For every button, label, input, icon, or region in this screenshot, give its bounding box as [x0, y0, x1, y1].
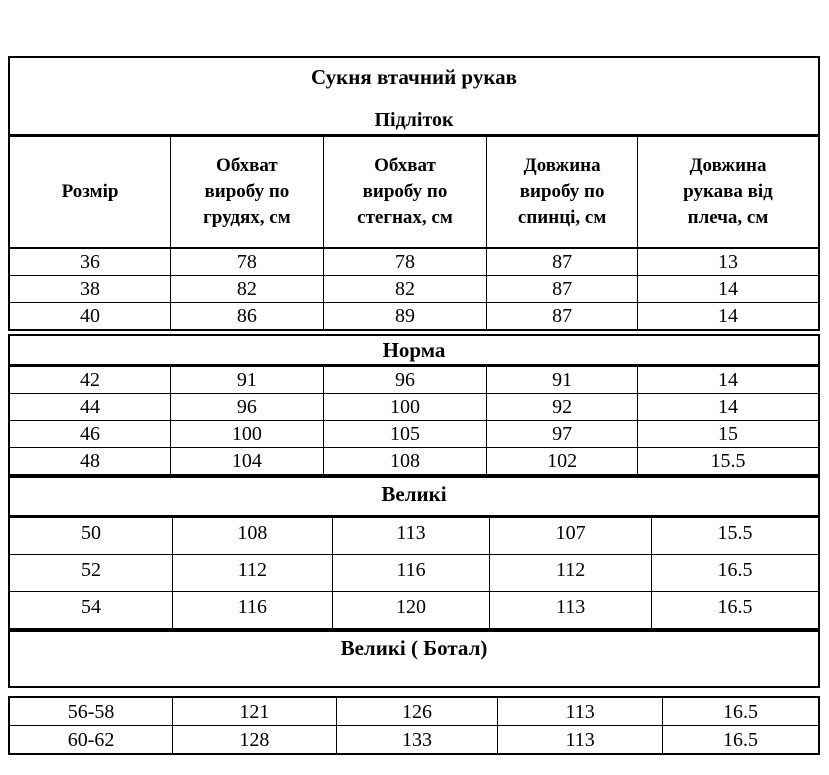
table-cell: 16.5: [661, 725, 820, 755]
table-cell: 54: [8, 591, 174, 630]
size-chart-page: Сукня втачний рукав Підліток Розмір Обхв…: [8, 56, 820, 755]
table-cell: 86: [170, 302, 324, 331]
size-table-teen: Сукня втачний рукав Підліток Розмір Обхв…: [8, 56, 820, 331]
table-cell: 104: [170, 447, 324, 476]
table-cell: 126: [335, 696, 499, 726]
section-header-row: Норма: [8, 334, 820, 367]
table-cell: 56-58: [8, 696, 174, 726]
table-cell: 14: [636, 393, 820, 421]
table-cell: 112: [489, 554, 652, 592]
section-header-row: Великі: [8, 476, 820, 518]
table-cell: 48: [8, 447, 172, 476]
table-cell: 92: [486, 393, 638, 421]
table-cell: 40: [8, 302, 172, 331]
table-row: 42 91 96 91 14: [8, 365, 820, 394]
table-cell: 120: [331, 591, 491, 630]
table-row: 52 112 116 112 16.5: [8, 554, 820, 592]
section-label-norma: Норма: [8, 334, 820, 367]
title-cell: Сукня втачний рукав Підліток: [8, 56, 820, 137]
title-wrap: Сукня втачний рукав Підліток: [10, 58, 818, 133]
column-header-back-length: Довжина виробу по спинці, см: [486, 135, 638, 249]
table-cell: 16.5: [661, 696, 820, 726]
column-header-sleeve-length: Довжина рукава від плеча, см: [636, 135, 820, 249]
table-cell: 14: [636, 302, 820, 331]
table-cell: 44: [8, 393, 172, 421]
table-row: 50 108 113 107 15.5: [8, 516, 820, 555]
table-cell: 15.5: [636, 447, 820, 476]
size-table-botal-rows: 56-58 121 126 113 16.5 60-62 128 133 113…: [8, 696, 820, 755]
table-cell: 16.5: [650, 554, 820, 592]
table-row: 46 100 105 97 15: [8, 420, 820, 448]
column-header-hips: Обхват виробу по стегнах, см: [322, 135, 488, 249]
table-cell: 121: [172, 696, 337, 726]
table-cell: 128: [172, 725, 337, 755]
table-row: 56-58 121 126 113 16.5: [8, 696, 820, 726]
table-cell: 52: [8, 554, 174, 592]
column-header-chest: Обхват виробу по грудях, см: [170, 135, 324, 249]
table-cell: 42: [8, 365, 172, 394]
table-cell: 91: [170, 365, 324, 394]
table-cell: 50: [8, 516, 174, 555]
table-cell: 108: [172, 516, 333, 555]
section-label-teen: Підліток: [374, 109, 454, 131]
size-table-velyki: Великі 50 108 113 107 15.5 52 112 116 11…: [8, 476, 820, 630]
table-cell: 112: [172, 554, 333, 592]
table-cell: 91: [486, 365, 638, 394]
table-cell: 87: [486, 247, 638, 276]
table-row: 54 116 120 113 16.5: [8, 591, 820, 630]
table-row: 38 82 82 87 14: [8, 275, 820, 303]
table-cell: 105: [322, 420, 488, 448]
table-cell: 82: [170, 275, 324, 303]
title-row: Сукня втачний рукав Підліток: [8, 56, 820, 137]
table-cell: 87: [486, 302, 638, 331]
table-cell: 100: [170, 420, 324, 448]
table-cell: 100: [322, 393, 488, 421]
size-table-norma: Норма 42 91 96 91 14 44 96 100 92 14 46 …: [8, 334, 820, 476]
table-cell: 116: [172, 591, 333, 630]
table-row: 44 96 100 92 14: [8, 393, 820, 421]
table-cell: 113: [331, 516, 491, 555]
table-cell: 36: [8, 247, 172, 276]
table-cell: 108: [322, 447, 488, 476]
table-cell: 113: [489, 591, 652, 630]
table-cell: 89: [322, 302, 488, 331]
table-cell: 96: [170, 393, 324, 421]
table-cell: 113: [497, 696, 663, 726]
header-row: Розмір Обхват виробу по грудях, см Обхва…: [8, 135, 820, 249]
section-label-velyki: Великі: [8, 476, 820, 518]
table-cell: 133: [335, 725, 499, 755]
table-row: 36 78 78 87 13: [8, 247, 820, 276]
table-cell: 113: [497, 725, 663, 755]
table-cell: 87: [486, 275, 638, 303]
table-cell: 60-62: [8, 725, 174, 755]
table-cell: 78: [322, 247, 488, 276]
table-cell: 96: [322, 365, 488, 394]
page-title: Сукня втачний рукав: [311, 65, 517, 89]
table-cell: 82: [322, 275, 488, 303]
table-cell: 15: [636, 420, 820, 448]
table-cell: 107: [489, 516, 652, 555]
table-cell: 14: [636, 365, 820, 394]
table-cell: 46: [8, 420, 172, 448]
table-cell: 78: [170, 247, 324, 276]
column-header-size: Розмір: [8, 135, 172, 249]
table-cell: 97: [486, 420, 638, 448]
table-cell: 38: [8, 275, 172, 303]
table-cell: 15.5: [650, 516, 820, 555]
table-cell: 13: [636, 247, 820, 276]
table-row: 48 104 108 102 15.5: [8, 447, 820, 476]
table-cell: 102: [486, 447, 638, 476]
table-row: 60-62 128 133 113 16.5: [8, 725, 820, 755]
section-header-row: Великі ( Ботал): [8, 630, 820, 688]
table-cell: 16.5: [650, 591, 820, 630]
section-label-botal: Великі ( Ботал): [8, 630, 820, 688]
table-cell: 116: [331, 554, 491, 592]
table-cell: 14: [636, 275, 820, 303]
table-row: 40 86 89 87 14: [8, 302, 820, 331]
size-table-botal-header: Великі ( Ботал): [8, 630, 820, 688]
